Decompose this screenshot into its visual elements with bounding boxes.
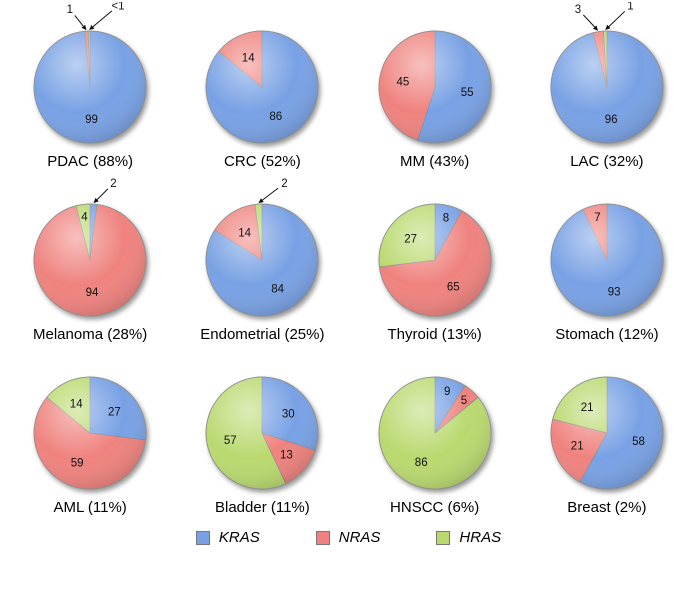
pie-title-melanoma: Melanoma (28%): [33, 326, 148, 343]
svg-text:45: 45: [396, 77, 409, 89]
svg-text:55: 55: [460, 87, 473, 99]
pie-title-crc: CRC (52%): [224, 153, 301, 170]
pie-cell-lac: 96 3 1 LAC (32%): [521, 1, 693, 175]
pie-melanoma: 94 4 2: [4, 175, 176, 325]
svg-text:57: 57: [224, 435, 237, 447]
pie-title-stomach: Stomach (12%): [555, 326, 659, 343]
svg-text:21: 21: [571, 441, 584, 453]
pie-crc: 86 14: [176, 2, 348, 152]
pie-title-mm: MM (43%): [400, 153, 470, 170]
pie-cell-stomach: 93 7 Stomach (12%): [521, 175, 693, 348]
svg-text:5: 5: [460, 395, 466, 407]
svg-text:27: 27: [108, 406, 121, 418]
svg-text:2: 2: [110, 178, 116, 190]
svg-text:96: 96: [605, 114, 618, 126]
pie-title-endometrial: Endometrial (25%): [200, 326, 325, 343]
pie-pdac: 99 1 <1: [4, 1, 176, 152]
pie-title-thyroid: Thyroid (13%): [387, 326, 482, 343]
legend: KRAS NRAS HRAS: [4, 529, 693, 546]
pie-title-lac: LAC (32%): [570, 153, 644, 170]
pie-title-bladder: Bladder (11%): [214, 499, 310, 516]
pie-title-breast: Breast (2%): [567, 499, 647, 516]
legend-label-kras: KRAS: [218, 529, 260, 546]
svg-text:30: 30: [282, 409, 295, 421]
svg-text:9: 9: [444, 386, 450, 398]
svg-text:21: 21: [581, 402, 594, 414]
svg-text:4: 4: [81, 212, 88, 224]
kras-swatch-icon: [195, 530, 210, 545]
svg-text:1: 1: [627, 2, 633, 13]
pie-mm: 55 45: [349, 2, 521, 152]
svg-text:84: 84: [272, 283, 285, 295]
pie-cell-thyroid: 8 65 27 Thyroid (13%): [349, 175, 521, 348]
svg-text:14: 14: [242, 52, 255, 64]
svg-text:7: 7: [594, 212, 600, 224]
svg-text:86: 86: [414, 457, 427, 469]
svg-text:59: 59: [71, 458, 84, 470]
pie-title-pdac: PDAC (88%): [47, 153, 134, 170]
ras-mutation-pie-figure: 99 1 <1 PDAC (88%) 86 14 CRC (52%) 55 45 MM …: [4, 1, 693, 546]
pie-hnscc: 9 5 86: [349, 348, 521, 498]
pie-lac: 96 3 1: [521, 1, 693, 152]
pie-endometrial: 84 14 2: [176, 175, 348, 325]
svg-text:14: 14: [239, 227, 252, 239]
svg-text:1: 1: [67, 4, 73, 16]
svg-text:14: 14: [70, 398, 83, 410]
pie-breast: 58 21 21: [521, 348, 693, 498]
svg-text:94: 94: [86, 287, 99, 299]
svg-text:8: 8: [442, 213, 448, 225]
pie-bladder: 30 13 57: [176, 348, 348, 498]
svg-text:99: 99: [85, 114, 98, 126]
pie-title-aml: AML (11%): [53, 499, 127, 516]
hras-swatch-icon: [436, 530, 451, 545]
pie-grid: 99 1 <1 PDAC (88%) 86 14 CRC (52%) 55 45 MM …: [4, 1, 693, 521]
pie-title-hnscc: HNSCC (6%): [390, 499, 480, 516]
pie-cell-mm: 55 45 MM (43%): [349, 2, 521, 175]
pie-cell-pdac: 99 1 <1 PDAC (88%): [4, 1, 176, 175]
pie-cell-breast: 58 21 21 Breast (2%): [521, 348, 693, 521]
pie-cell-bladder: 30 13 57 Bladder (11%): [176, 348, 348, 521]
pie-cell-aml: 27 59 14 AML (11%): [4, 348, 176, 521]
legend-item-hras: HRAS: [436, 529, 501, 546]
svg-text:86: 86: [270, 111, 283, 123]
svg-text:58: 58: [632, 436, 645, 448]
svg-text:3: 3: [575, 4, 581, 16]
legend-item-kras: KRAS: [195, 529, 260, 546]
legend-label-nras: NRAS: [338, 529, 381, 546]
pie-cell-crc: 86 14 CRC (52%): [176, 2, 348, 175]
pie-stomach: 93 7: [521, 175, 693, 325]
svg-text:27: 27: [404, 233, 417, 245]
nras-swatch-icon: [315, 530, 330, 545]
svg-text:13: 13: [280, 449, 293, 461]
svg-text:<1: <1: [112, 2, 125, 13]
svg-text:65: 65: [447, 282, 460, 294]
pie-thyroid: 8 65 27: [349, 175, 521, 325]
pie-cell-hnscc: 9 5 86 HNSCC (6%): [349, 348, 521, 521]
legend-label-hras: HRAS: [459, 529, 502, 546]
pie-cell-melanoma: 94 4 2 Melanoma (28%): [4, 175, 176, 348]
svg-text:2: 2: [282, 178, 288, 190]
svg-text:93: 93: [608, 287, 621, 299]
legend-item-nras: NRAS: [315, 529, 381, 546]
pie-aml: 27 59 14: [4, 348, 176, 498]
pie-cell-endometrial: 84 14 2 Endometrial (25%): [176, 175, 348, 348]
